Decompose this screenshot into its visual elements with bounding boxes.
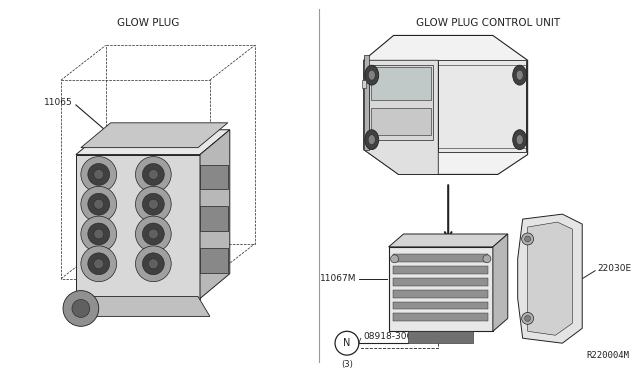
Circle shape xyxy=(136,157,172,192)
Circle shape xyxy=(81,157,116,192)
Text: GLOW PLUG: GLOW PLUG xyxy=(117,17,180,28)
Circle shape xyxy=(88,193,109,215)
Circle shape xyxy=(94,229,104,239)
Ellipse shape xyxy=(513,65,527,85)
Ellipse shape xyxy=(365,65,379,85)
Bar xyxy=(392,301,488,310)
Polygon shape xyxy=(200,130,230,298)
Polygon shape xyxy=(518,214,582,343)
Ellipse shape xyxy=(516,135,523,145)
Polygon shape xyxy=(76,155,200,298)
Polygon shape xyxy=(388,234,508,247)
Polygon shape xyxy=(438,60,525,152)
Circle shape xyxy=(390,255,399,263)
Circle shape xyxy=(81,186,116,222)
Circle shape xyxy=(88,164,109,185)
Ellipse shape xyxy=(365,130,379,150)
Circle shape xyxy=(143,193,164,215)
Polygon shape xyxy=(81,123,228,148)
Polygon shape xyxy=(371,108,431,135)
Bar xyxy=(392,266,488,274)
Circle shape xyxy=(136,216,172,252)
Text: 11067M: 11067M xyxy=(321,274,357,283)
Bar xyxy=(200,164,228,189)
Bar xyxy=(392,278,488,286)
Bar xyxy=(388,247,493,331)
Bar xyxy=(200,206,228,231)
Ellipse shape xyxy=(513,130,527,150)
Ellipse shape xyxy=(368,135,375,145)
Circle shape xyxy=(136,246,172,282)
Circle shape xyxy=(63,291,99,326)
Bar xyxy=(392,289,488,298)
Circle shape xyxy=(136,186,172,222)
Polygon shape xyxy=(493,234,508,331)
Polygon shape xyxy=(364,60,438,174)
Text: (3): (3) xyxy=(341,360,353,369)
Text: 11065: 11065 xyxy=(44,99,73,108)
Circle shape xyxy=(522,312,534,324)
Bar xyxy=(362,80,366,88)
Bar xyxy=(392,254,488,262)
Circle shape xyxy=(483,255,491,263)
Circle shape xyxy=(72,299,90,317)
Circle shape xyxy=(148,199,158,209)
Circle shape xyxy=(143,223,164,245)
Circle shape xyxy=(525,315,531,321)
Ellipse shape xyxy=(368,70,375,80)
Polygon shape xyxy=(527,222,572,335)
Bar xyxy=(408,331,473,343)
Circle shape xyxy=(81,216,116,252)
Text: N: N xyxy=(343,338,351,348)
Circle shape xyxy=(148,229,158,239)
Circle shape xyxy=(525,236,531,242)
Text: 22030E: 22030E xyxy=(597,264,631,273)
Circle shape xyxy=(88,253,109,275)
Ellipse shape xyxy=(516,70,523,80)
Circle shape xyxy=(148,259,158,269)
Text: GLOW PLUG CONTROL UNIT: GLOW PLUG CONTROL UNIT xyxy=(416,17,560,28)
Text: 22040D: 22040D xyxy=(540,221,575,230)
Text: 22040D: 22040D xyxy=(540,326,575,335)
Circle shape xyxy=(143,164,164,185)
Polygon shape xyxy=(71,296,210,317)
Bar xyxy=(200,248,228,273)
Text: 08918-3061A: 08918-3061A xyxy=(364,332,425,341)
Circle shape xyxy=(94,199,104,209)
Bar xyxy=(364,55,369,150)
Polygon shape xyxy=(369,65,433,140)
Text: R220004M: R220004M xyxy=(586,351,629,360)
Circle shape xyxy=(81,246,116,282)
Circle shape xyxy=(148,170,158,179)
Polygon shape xyxy=(364,35,527,174)
Circle shape xyxy=(94,259,104,269)
Polygon shape xyxy=(76,130,230,155)
Circle shape xyxy=(143,253,164,275)
Polygon shape xyxy=(371,67,431,100)
Bar xyxy=(392,314,488,321)
Circle shape xyxy=(522,233,534,245)
Circle shape xyxy=(94,170,104,179)
Circle shape xyxy=(88,223,109,245)
